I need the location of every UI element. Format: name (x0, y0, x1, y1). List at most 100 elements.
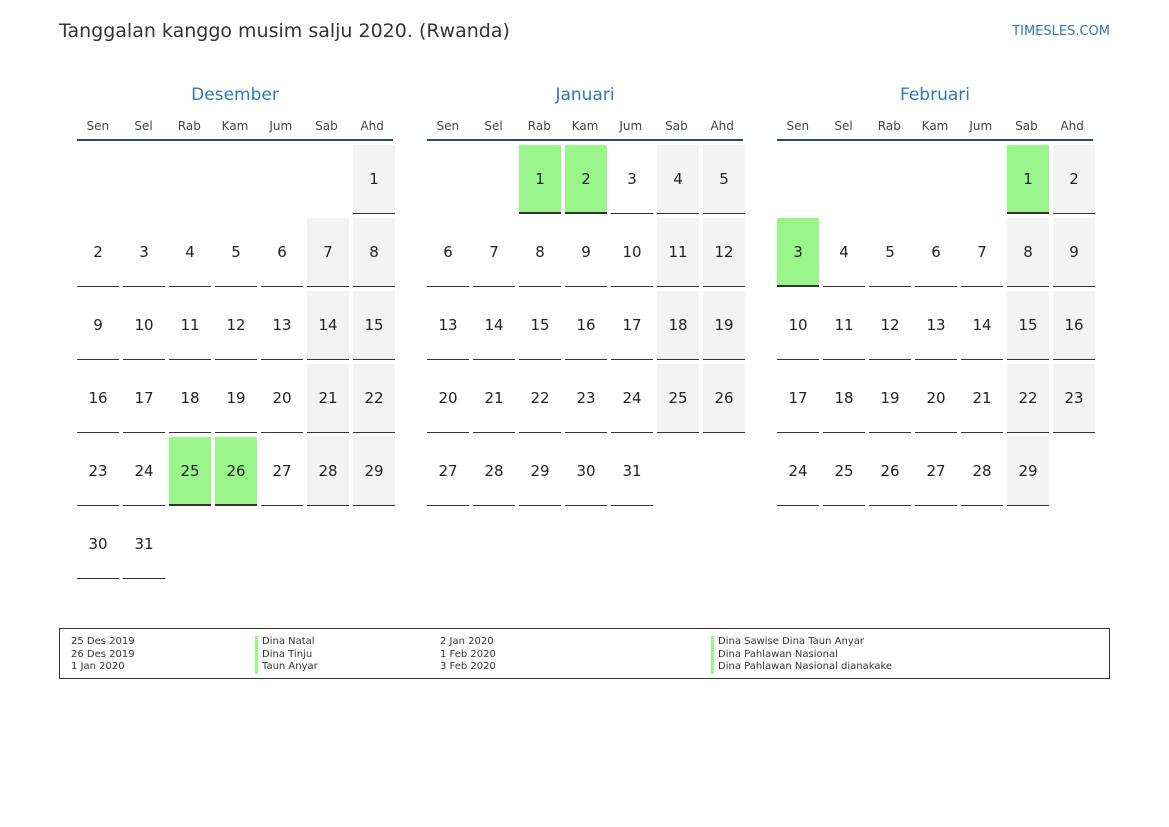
day-cell: 15 (1007, 291, 1049, 360)
weekday-label: Sab (315, 119, 338, 133)
day-cell: 21 (473, 364, 515, 433)
month-januari: Januari Sen Sel Rab Kam Jum Sab Ahd 1 2 3 4 5 6 7 8 9 10 1… (427, 82, 745, 506)
day-cell: 18 (169, 364, 211, 433)
day-cell: 6 (427, 218, 469, 287)
day-cell: 8 (1007, 218, 1049, 287)
day-cell: 11 (823, 291, 865, 360)
site-link[interactable]: TIMESLES.COM (1012, 24, 1110, 39)
empty-cell (823, 145, 865, 214)
day-cell: 16 (1053, 291, 1095, 360)
month-title: Desember (191, 85, 279, 105)
day-cell: 27 (261, 437, 303, 506)
day-cell: 11 (169, 291, 211, 360)
holiday-day-cell: 1 (1007, 145, 1049, 214)
weekday-label: Sen (436, 119, 460, 133)
empty-cell (915, 145, 957, 214)
day-cell: 27 (427, 437, 469, 506)
legend-date: 25 Des 2019 (71, 636, 135, 647)
day-cell: 30 (565, 437, 607, 506)
day-cell: 1 (353, 145, 395, 214)
day-cell: 9 (1053, 218, 1095, 287)
day-cell: 2 (1053, 145, 1095, 214)
legend-left-dates: 25 Des 2019 26 Des 2019 1 Jan 2020 (71, 636, 135, 674)
legend-date: 26 Des 2019 (71, 648, 135, 660)
day-cell: 19 (215, 364, 257, 433)
day-cell: 3 (611, 145, 653, 214)
day-cell: 29 (1007, 437, 1049, 506)
empty-cell (427, 145, 469, 214)
day-cell: 14 (473, 291, 515, 360)
day-cell: 18 (823, 364, 865, 433)
weekday-label: Jum (619, 119, 643, 133)
weekday-label: Sen (786, 119, 810, 133)
day-cell: 23 (565, 364, 607, 433)
day-cell: 28 (473, 437, 515, 506)
day-grid: 1 2 3 4 5 6 7 8 9 10 11 12 13 14 15 16 17 18 19 20 21 22 23 24 2… (77, 145, 395, 579)
page-title: Tanggalan kanggo musim salju 2020. (Rwan… (59, 20, 510, 42)
day-cell: 17 (611, 291, 653, 360)
weekday-label: Ahd (360, 119, 384, 133)
legend-right-names: Dina Sawise Dina Taun Anyar Dina Pahlawa… (711, 636, 892, 674)
day-cell: 19 (703, 291, 745, 360)
weekday-label: Ahd (710, 119, 734, 133)
day-cell: 11 (657, 218, 699, 287)
day-cell: 5 (215, 218, 257, 287)
day-cell: 10 (123, 291, 165, 360)
legend-holiday-name: Taun Anyar (255, 661, 318, 674)
day-cell: 12 (215, 291, 257, 360)
legend-left-names: Dina Natal Dina Tinju Taun Anyar (255, 636, 318, 674)
weekday-label: Kam (571, 119, 599, 133)
day-cell: 9 (77, 291, 119, 360)
day-grid: 1 2 3 4 5 6 7 8 9 10 11 12 13 14 15 16 17 18 19 20 21 22 23 24 2… (427, 145, 745, 506)
day-cell: 26 (869, 437, 911, 506)
weekday-label: Kam (921, 119, 949, 133)
day-cell: 16 (77, 364, 119, 433)
day-cell: 24 (777, 437, 819, 506)
legend-date: 1 Jan 2020 (71, 661, 125, 672)
day-cell: 29 (353, 437, 395, 506)
day-cell: 15 (353, 291, 395, 360)
weekday-label: Rab (177, 119, 201, 133)
weekday-header: Sen Sel Rab Kam Jum Sab Ahd (777, 108, 1093, 141)
legend-holiday-name: Dina Pahlawan Nasional (711, 648, 892, 661)
day-cell: 25 (657, 364, 699, 433)
day-cell: 8 (353, 218, 395, 287)
weekday-label: Sel (134, 119, 153, 133)
day-cell: 12 (869, 291, 911, 360)
weekday-label: Sel (834, 119, 853, 133)
day-cell: 12 (703, 218, 745, 287)
day-cell: 10 (611, 218, 653, 287)
day-cell: 24 (123, 437, 165, 506)
day-cell: 23 (77, 437, 119, 506)
day-cell: 20 (915, 364, 957, 433)
day-cell: 22 (1007, 364, 1049, 433)
day-cell: 20 (261, 364, 303, 433)
legend-holiday-name: Dina Sawise Dina Taun Anyar (711, 636, 892, 649)
day-cell: 29 (519, 437, 561, 506)
day-cell: 7 (473, 218, 515, 287)
day-cell: 5 (703, 145, 745, 214)
day-cell: 6 (915, 218, 957, 287)
day-cell: 2 (77, 218, 119, 287)
day-cell: 4 (823, 218, 865, 287)
weekday-label: Rab (877, 119, 901, 133)
weekday-label: Sen (86, 119, 110, 133)
empty-cell (261, 145, 303, 214)
legend-holiday-name: Dina Tinju (255, 648, 318, 661)
day-cell: 13 (261, 291, 303, 360)
day-cell: 31 (611, 437, 653, 506)
day-cell: 26 (703, 364, 745, 433)
holiday-day-cell: 26 (215, 437, 257, 506)
day-cell: 9 (565, 218, 607, 287)
holiday-day-cell: 25 (169, 437, 211, 506)
day-cell: 17 (123, 364, 165, 433)
day-cell: 4 (657, 145, 699, 214)
day-cell: 28 (307, 437, 349, 506)
empty-cell (77, 145, 119, 214)
day-cell: 24 (611, 364, 653, 433)
empty-cell (961, 145, 1003, 214)
empty-cell (123, 145, 165, 214)
day-cell: 6 (261, 218, 303, 287)
day-grid: 1 2 3 4 5 6 7 8 9 10 11 12 13 14 15 16 17 18 19 20 21 22 23 24 2… (777, 145, 1095, 506)
legend-date: 1 Feb 2020 (440, 648, 496, 660)
